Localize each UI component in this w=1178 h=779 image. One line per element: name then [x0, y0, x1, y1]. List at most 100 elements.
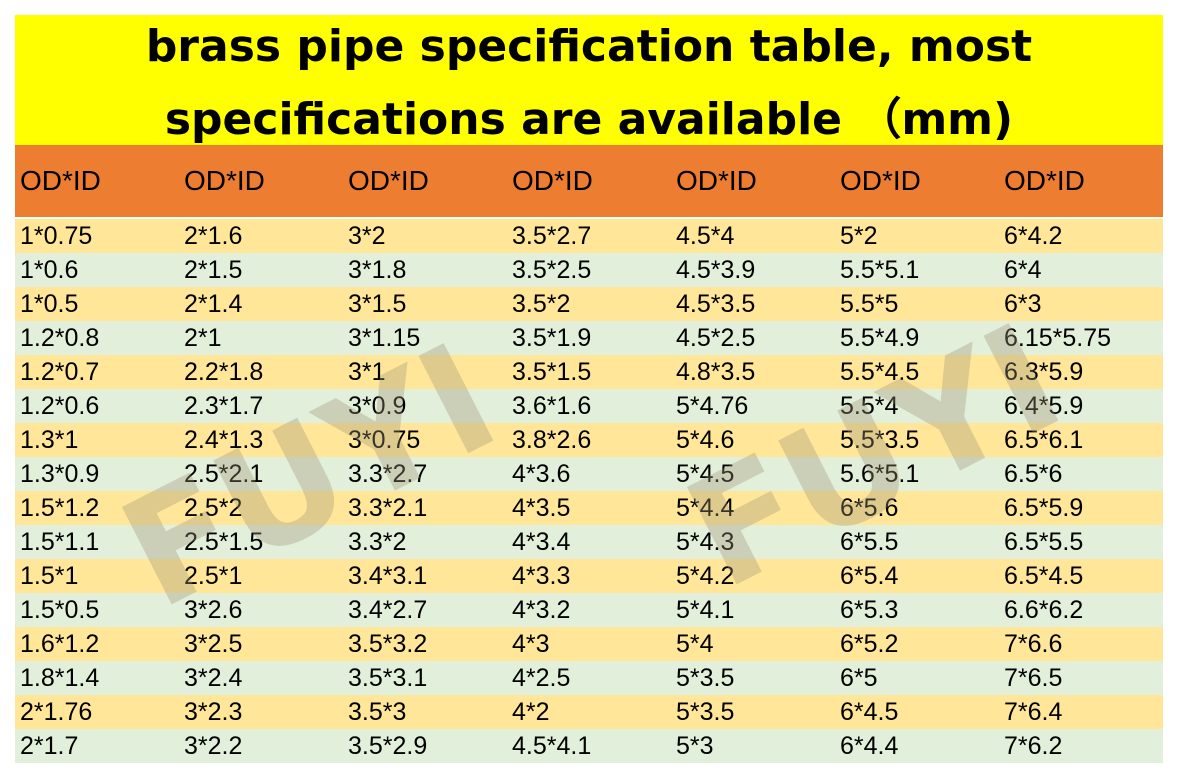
table-row: 1.3*0.9 2.5*2.1 3.3*2.7 4*3.6 5*4.5 5.6*5.1 6.…	[15, 457, 1163, 491]
table-cell: 2.5*1	[184, 562, 243, 590]
table-cell: 1*0.75	[20, 222, 93, 250]
table-row: 1.5*0.5 3*2.6 3.4*2.7 4*3.2 5*4.1 6*5.3 6.6*6.…	[15, 593, 1163, 627]
table-cell: 4.5*3.9	[676, 256, 756, 284]
table-cell: 6*4	[1004, 256, 1042, 284]
table-cell: 4.8*3.5	[676, 358, 756, 386]
table-cell: 1.5*0.5	[20, 596, 100, 624]
table-cell: 6*3	[1004, 290, 1042, 318]
table-cell: 5*2	[840, 222, 878, 250]
table-cell: 6*5.2	[840, 630, 899, 658]
table-cell: 6*5.6	[840, 494, 899, 522]
table-cell: 6*5.4	[840, 562, 899, 590]
header-cell: OD*ID	[184, 165, 265, 196]
table-cell: 5*4.1	[676, 596, 735, 624]
table-cell: 3*2	[348, 222, 386, 250]
table-cell: 5.5*5.1	[840, 256, 920, 284]
table-cell: 7*6.2	[1004, 732, 1063, 760]
table-cell: 4.5*3.5	[676, 290, 756, 318]
table-cell: 1*0.6	[20, 256, 79, 284]
table-cell: 7*6.6	[1004, 630, 1063, 658]
table-cell: 3.3*2.1	[348, 494, 428, 522]
table-cell: 6.5*4.5	[1004, 562, 1084, 590]
table-cell: 2.4*1.3	[184, 426, 264, 454]
table-cell: 3*2.6	[184, 596, 243, 624]
table-cell: 1.3*0.9	[20, 460, 100, 488]
table-cell: 5.6*5.1	[840, 460, 920, 488]
table-cell: 5*4	[676, 630, 714, 658]
table-cell: 6.5*6.1	[1004, 426, 1084, 454]
table-cell: 1.2*0.8	[20, 324, 100, 352]
table-cell: 4.5*4	[676, 222, 735, 250]
table-cell: 1.2*0.6	[20, 392, 100, 420]
table-cell: 3.5*3.1	[348, 664, 428, 692]
table-row: 1.8*1.4 3*2.4 3.5*3.1 4*2.5 5*3.5 6*5 7*6.5	[15, 661, 1163, 695]
table-cell: 2.2*1.8	[184, 358, 264, 386]
table-cell: 4*3.4	[512, 528, 571, 556]
table-row: 1.6*1.2 3*2.5 3.5*3.2 4*3 5*4 6*5.2 7*6.6	[15, 627, 1163, 661]
table-cell: 7*6.5	[1004, 664, 1063, 692]
table-row: 1*0.5 2*1.4 3*1.5 3.5*2 4.5*3.5 5.5*5 6*3	[15, 287, 1163, 321]
table-cell: 1.3*1	[20, 426, 79, 454]
table-row: 1.2*0.8 2*1 3*1.15 3.5*1.9 4.5*2.5 5.5*4.9 6.1…	[15, 321, 1163, 355]
table-cell: 5*4.76	[676, 392, 749, 420]
table-cell: 5*4.6	[676, 426, 735, 454]
table-row: 1*0.6 2*1.5 3*1.8 3.5*2.5 4.5*3.9 5.5*5.1 6*4	[15, 253, 1163, 287]
table-cell: 5*3	[676, 732, 714, 760]
header-cell: OD*ID	[20, 165, 101, 196]
table-cell: 6.5*6	[1004, 460, 1063, 488]
table-cell: 4*3.5	[512, 494, 571, 522]
table-cell: 3.3*2	[348, 528, 407, 556]
table-cell: 1.5*1.2	[20, 494, 100, 522]
table-cell: 5*4.2	[676, 562, 735, 590]
header-cell: OD*ID	[512, 165, 593, 196]
table-cell: 6*5.3	[840, 596, 899, 624]
table-cell: 5*4.4	[676, 494, 735, 522]
table-cell: 6.5*5.9	[1004, 494, 1084, 522]
table-cell: 3.8*2.6	[512, 426, 592, 454]
title-line: brass pipe specification table, most	[145, 21, 1033, 72]
table-cell: 2*1	[184, 324, 222, 352]
table-cell: 7*6.4	[1004, 698, 1063, 726]
table-cell: 5.5*4	[840, 392, 899, 420]
table-cell: 3*1	[348, 358, 386, 386]
table-cell: 4*3.3	[512, 562, 571, 590]
table-cell: 3.5*2.5	[512, 256, 592, 284]
table-cell: 3*1.5	[348, 290, 407, 318]
table-cell: 6*4.4	[840, 732, 899, 760]
table-cell: 4*3.2	[512, 596, 571, 624]
table-cell: 3*0.9	[348, 392, 407, 420]
table-cell: 3*2.3	[184, 698, 243, 726]
table-cell: 6*5	[840, 664, 878, 692]
table-cell: 4*3	[512, 630, 550, 658]
header-cell: OD*ID	[1004, 165, 1085, 196]
title-band: brass pipe specification table, most spe…	[15, 15, 1163, 145]
table-row: 2*1.76 3*2.3 3.5*3 4*2 5*3.5 6*4.5 7*6.4	[15, 695, 1163, 729]
table-cell: 3.5*2.7	[512, 222, 592, 250]
table-cell: 4*2	[512, 698, 550, 726]
table-cell: 3.5*1.5	[512, 358, 592, 386]
table-cell: 5.5*4.9	[840, 324, 920, 352]
table-cell: 5*4.5	[676, 460, 735, 488]
table-cell: 3*1.15	[348, 324, 421, 352]
table-cell: 4*3.6	[512, 460, 571, 488]
table-cell: 1.5*1	[20, 562, 79, 590]
table-cell: 3*1.8	[348, 256, 407, 284]
table-row: 1.2*0.7 2.2*1.8 3*1 3.5*1.5 4.8*3.5 5.5*4.5 6.…	[15, 355, 1163, 389]
table-cell: 3.6*1.6	[512, 392, 592, 420]
table-cell: 5*3.5	[676, 664, 735, 692]
table-row: 1.5*1 2.5*1 3.4*3.1 4*3.3 5*4.2 6*5.4 6.5*4.5	[15, 559, 1163, 593]
table-row: 1.3*1 2.4*1.3 3*0.75 3.8*2.6 5*4.6 5.5*3.5 6.5…	[15, 423, 1163, 457]
table-cell: 3.3*2.7	[348, 460, 428, 488]
table-cell: 5.5*5	[840, 290, 899, 318]
table-cell: 1.6*1.2	[20, 630, 100, 658]
table-cell: 2*1.5	[184, 256, 243, 284]
table-cell: 3.5*2.9	[348, 732, 428, 760]
table-cell: 3.5*2	[512, 290, 571, 318]
table-cell: 3*2.4	[184, 664, 243, 692]
header-row: OD*ID OD*ID OD*ID OD*ID OD*ID OD*ID OD*ID	[15, 145, 1163, 217]
table-cell: 3.4*3.1	[348, 562, 428, 590]
table-row: 1.2*0.6 2.3*1.7 3*0.9 3.6*1.6 5*4.76 5.5*4 6.4…	[15, 389, 1163, 423]
table-cell: 6.15*5.75	[1004, 324, 1112, 352]
table-cell: 3*0.75	[348, 426, 421, 454]
